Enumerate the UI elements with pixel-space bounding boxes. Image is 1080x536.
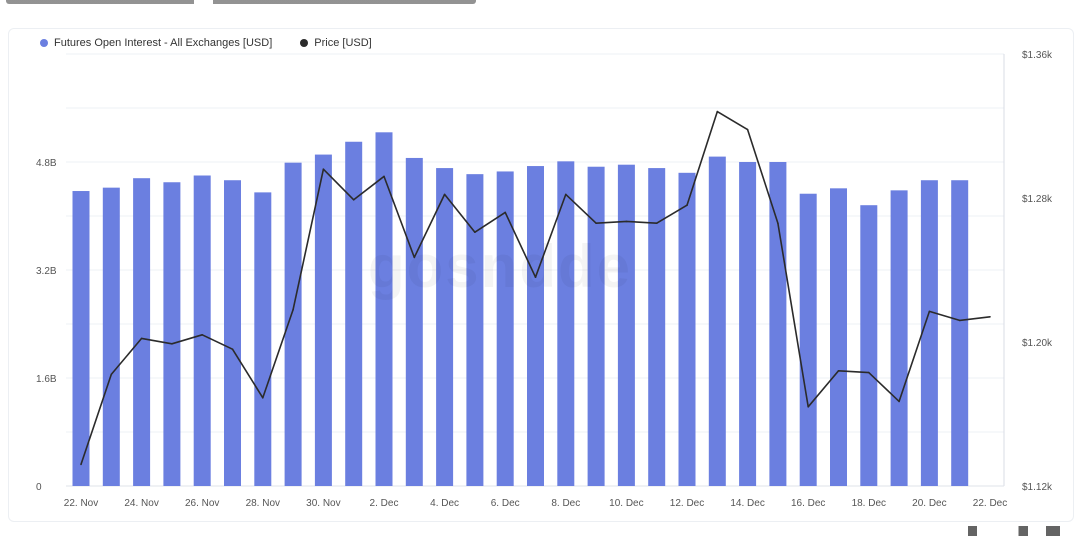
price-point	[625, 220, 628, 223]
y-right-tick-label: $1.12k	[1022, 482, 1053, 493]
price-point	[958, 319, 961, 322]
legend-item-price[interactable]: Price [USD]	[300, 37, 372, 49]
price-point	[746, 128, 749, 131]
legend-label-open-interest: Futures Open Interest - All Exchanges [U…	[54, 37, 273, 49]
price-point	[716, 110, 719, 113]
x-tick-label: 22. Dec	[973, 498, 1007, 509]
oi-bar	[769, 162, 787, 486]
y-right-tick-label: $1.20k	[1022, 338, 1053, 349]
corner-fragment	[968, 526, 1060, 536]
price-point	[928, 310, 931, 313]
x-tick-label: 2. Dec	[370, 498, 399, 509]
legend-item-open-interest[interactable]: Futures Open Interest - All Exchanges [U…	[40, 37, 272, 49]
price-point	[534, 276, 537, 279]
price-point	[383, 175, 385, 178]
price-point	[898, 400, 900, 403]
x-tick-label: 14. Dec	[730, 498, 764, 509]
oi-bar	[163, 182, 181, 486]
price-point	[504, 211, 507, 214]
legend-dot-open-interest	[40, 39, 48, 47]
oi-bar	[436, 168, 454, 486]
price-point	[686, 204, 688, 206]
oi-bar	[284, 162, 302, 487]
legend-dot-price	[300, 39, 309, 47]
legend-label-price: Price [USD]	[314, 37, 372, 49]
oi-bar	[799, 193, 817, 486]
price-point	[292, 308, 294, 311]
price-point	[201, 334, 203, 336]
oi-bar	[496, 171, 514, 486]
price-point	[110, 373, 113, 376]
y-left-tick-label: 3.2B	[36, 266, 57, 277]
oi-bar	[708, 156, 726, 486]
oi-bar	[375, 132, 393, 487]
x-tick-label: 6. Dec	[491, 498, 520, 509]
x-tick-label: 20. Dec	[912, 498, 946, 509]
price-point	[140, 337, 143, 340]
oi-bar	[830, 188, 847, 486]
y-left-tick-label: 4.8B	[36, 158, 57, 169]
oi-bar	[102, 187, 120, 486]
oi-bar	[133, 178, 151, 486]
oi-bar	[345, 141, 363, 486]
oi-bar	[466, 174, 484, 486]
price-point	[655, 222, 658, 224]
price-point	[777, 222, 779, 224]
x-tick-label: 12. Dec	[670, 498, 704, 509]
x-tick-label: 24. Nov	[124, 498, 158, 509]
oi-bar	[648, 168, 666, 486]
x-tick-label: 28. Nov	[246, 498, 280, 509]
price-point	[443, 193, 446, 196]
oi-bar	[860, 205, 878, 486]
oi-bar	[557, 161, 575, 486]
oi-bar	[254, 192, 272, 486]
price-point	[565, 193, 567, 196]
y-right-tick-label: $1.28k	[1022, 194, 1053, 205]
oi-bar	[678, 172, 696, 487]
oi-bar	[920, 180, 938, 486]
x-tick-label: 8. Dec	[551, 498, 580, 509]
price-point	[837, 370, 840, 372]
oi-bar	[224, 180, 241, 486]
top-strip	[0, 0, 1080, 12]
price-point	[352, 199, 355, 201]
oi-bar	[951, 180, 969, 486]
chart-legend: Futures Open Interest - All Exchanges [U…	[40, 37, 372, 49]
oi-bar	[314, 154, 332, 486]
oi-bar	[405, 157, 423, 486]
price-point	[80, 463, 82, 466]
price-point	[262, 397, 264, 399]
price-point	[868, 371, 870, 374]
price-point	[413, 256, 416, 259]
oi-bar	[527, 166, 544, 487]
x-tick-label: 10. Dec	[609, 498, 643, 509]
oi-bar	[617, 164, 635, 486]
price-point	[807, 406, 809, 408]
x-tick-label: 16. Dec	[791, 498, 825, 509]
oi-bar	[739, 162, 757, 486]
watermark-text: gosndde	[368, 232, 632, 301]
price-point	[474, 231, 476, 233]
x-tick-label: 26. Nov	[185, 498, 219, 509]
oi-bar	[193, 175, 211, 486]
price-point	[231, 348, 234, 351]
oi-bar	[587, 166, 605, 486]
price-point	[171, 343, 173, 345]
price-point	[595, 222, 597, 224]
x-tick-label: 18. Dec	[852, 498, 886, 509]
price-point	[322, 168, 325, 170]
y-left-tick-label: 0	[36, 482, 42, 493]
x-tick-label: 22. Nov	[64, 498, 98, 509]
oi-bar	[890, 190, 908, 486]
cropped-header-text	[6, 0, 476, 4]
x-tick-label: 4. Dec	[430, 498, 459, 509]
y-right-tick-label: $1.36k	[1022, 50, 1053, 61]
oi-bar	[72, 191, 90, 486]
price-point	[989, 316, 991, 318]
x-tick-label: 30. Nov	[306, 498, 340, 509]
y-left-tick-label: 1.6B	[36, 374, 57, 385]
